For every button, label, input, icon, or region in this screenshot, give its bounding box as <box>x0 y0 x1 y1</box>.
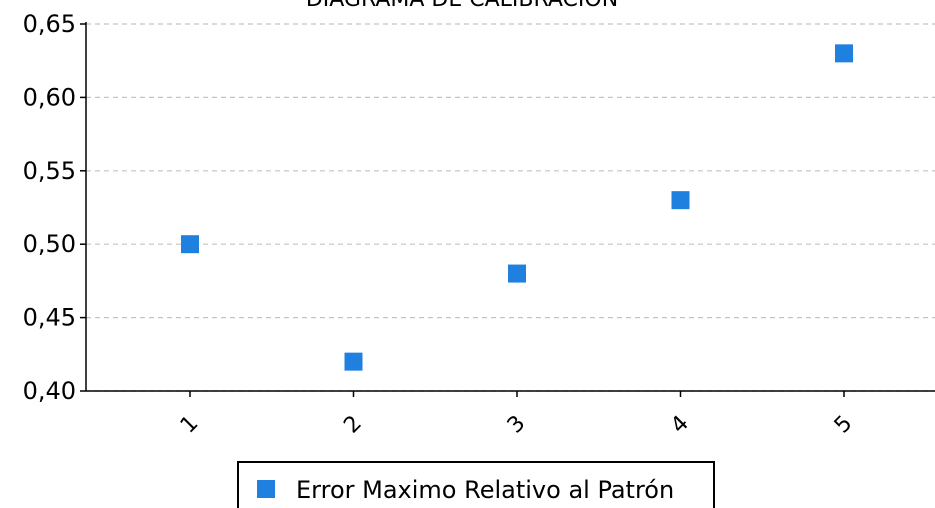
axes <box>85 22 935 392</box>
data-point <box>344 352 363 371</box>
y-tick-label: 0,55 <box>23 157 76 185</box>
x-axis-ticks: 1 2 3 4 5 <box>176 391 858 439</box>
y-axis-ticks: 0,40 0,45 0,50 0,55 0,60 0,65 <box>23 10 86 405</box>
y-tick-label: 0,40 <box>23 377 76 405</box>
legend: Error Maximo Relativo al Patrón <box>237 461 715 508</box>
y-tick-label: 0,45 <box>23 304 76 332</box>
legend-swatch <box>257 480 275 498</box>
data-point <box>181 235 199 254</box>
x-tick-label: 5 <box>830 411 858 439</box>
y-tick-label: 0,50 <box>23 230 76 258</box>
legend-label: Error Maximo Relativo al Patrón <box>296 476 674 504</box>
data-point <box>671 191 690 210</box>
data-points <box>181 44 853 371</box>
data-point <box>835 44 853 63</box>
y-tick-label: 0,60 <box>23 83 76 111</box>
x-tick-label: 4 <box>666 411 694 439</box>
chart-title: DIAGRAMA DE CALIBRACION <box>306 0 618 12</box>
x-tick-label: 1 <box>176 411 204 439</box>
legend-box <box>237 461 715 508</box>
grid-lines <box>86 23 935 392</box>
data-point <box>508 264 526 283</box>
y-tick-label: 0,65 <box>23 10 76 38</box>
x-tick-label: 2 <box>339 411 367 439</box>
x-tick-label: 3 <box>503 411 531 439</box>
